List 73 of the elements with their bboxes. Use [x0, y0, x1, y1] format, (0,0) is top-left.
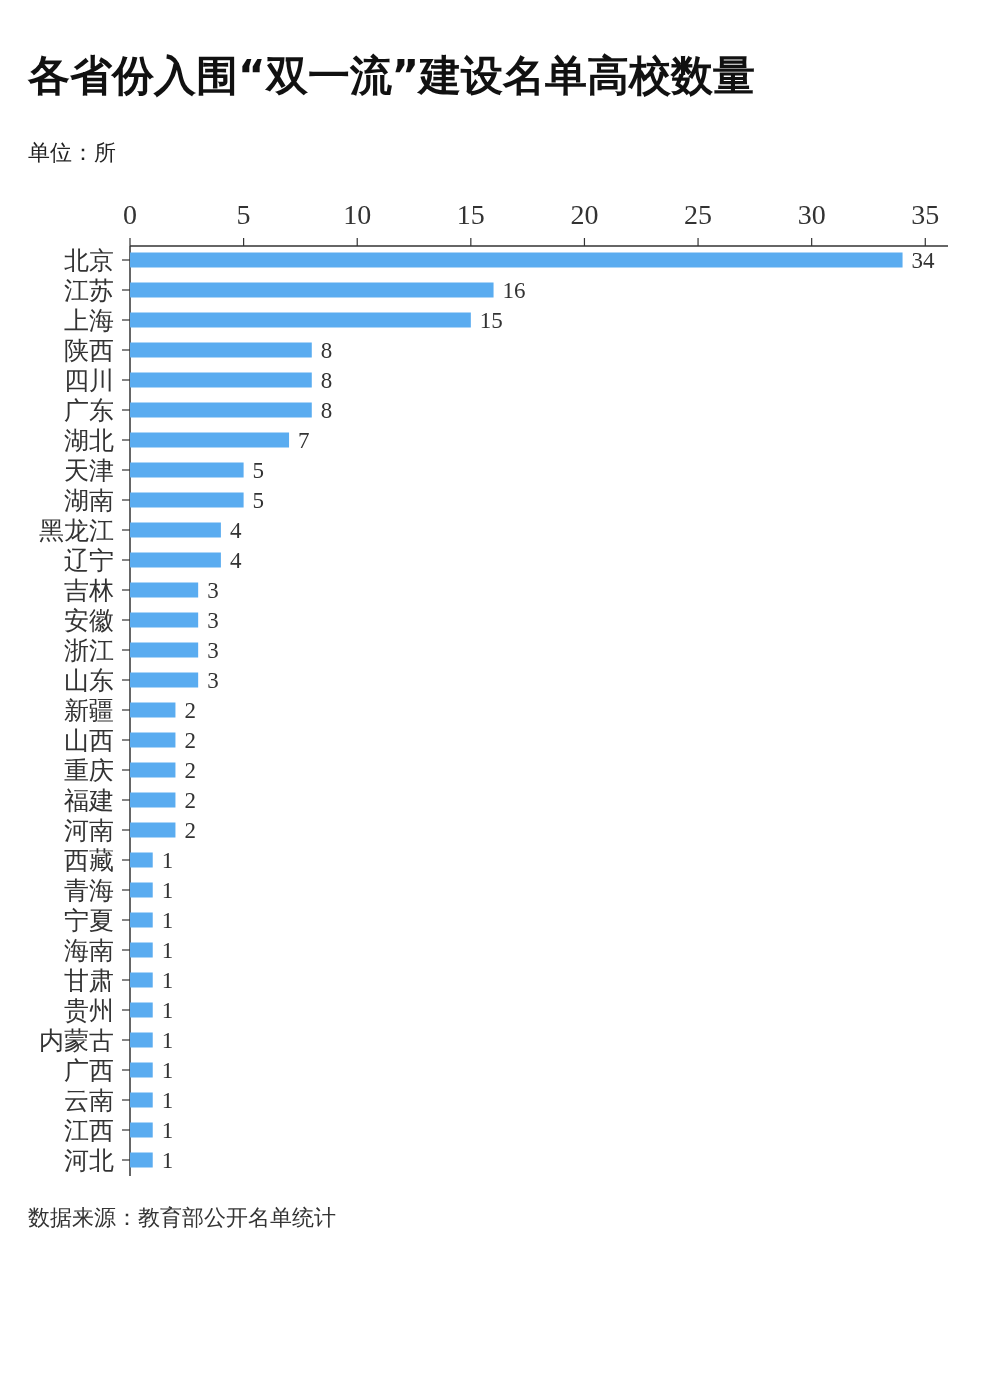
annotation: 数据来源：教育部公开名单统计: [28, 1205, 336, 1230]
title: 各省份入围“双一流”建设名单高校数量: [28, 51, 756, 100]
data-label: 2: [184, 698, 196, 723]
y-tick-label: 河北: [64, 1146, 114, 1175]
data-label: 1: [161, 848, 174, 873]
y-tick-label: 湖北: [64, 426, 114, 455]
x-tick-label: 15: [456, 199, 485, 230]
x-tick-label: 20: [570, 199, 599, 230]
data-label: 7: [298, 428, 310, 453]
subtitle: 单位：所: [28, 140, 116, 165]
data-label: 3: [207, 668, 219, 693]
y-tick-label: 甘肃: [64, 966, 114, 995]
x-tick-label: 30: [797, 199, 826, 230]
y-tick-label: 青海: [64, 876, 114, 905]
data-label: 2: [184, 758, 196, 783]
y-tick-label: 广西: [64, 1056, 114, 1085]
y-tick-label: 海南: [64, 936, 114, 965]
y-tick-label: 河南: [64, 816, 114, 845]
data-label: 1: [161, 908, 174, 933]
data-label: 1: [161, 1058, 174, 1083]
data-label: 1: [161, 998, 174, 1023]
data-label: 5: [252, 488, 265, 513]
data-label: 2: [184, 728, 196, 753]
data-label: 8: [320, 368, 333, 393]
y-tick-label: 内蒙古: [39, 1026, 114, 1055]
y-tick-label: 广东: [64, 396, 114, 425]
data-label: 16: [502, 278, 526, 303]
data-label: 2: [184, 818, 196, 843]
y-tick-label: 浙江: [64, 636, 114, 665]
y-tick-label: 江西: [64, 1116, 114, 1145]
x-tick-label: 10: [343, 199, 372, 230]
y-tick-label: 山西: [64, 726, 114, 755]
data-label: 1: [161, 1118, 174, 1143]
data-label: 8: [320, 398, 333, 423]
y-tick-label: 山东: [64, 666, 114, 695]
y-tick-label: 贵州: [64, 996, 114, 1025]
data-label: 1: [161, 878, 174, 903]
data-label: 3: [207, 608, 219, 633]
y-tick-label: 江苏: [64, 276, 114, 305]
y-tick-label: 福建: [64, 786, 114, 815]
data-label: 1: [161, 968, 174, 993]
data-label: 5: [252, 458, 265, 483]
data-label: 34: [911, 248, 936, 273]
y-tick-label: 北京: [64, 246, 114, 275]
data-label: 1: [161, 1148, 174, 1173]
y-tick-label: 安徽: [64, 606, 114, 635]
y-tick-label: 宁夏: [64, 906, 114, 935]
y-tick-label: 天津: [64, 456, 114, 485]
x-tick-label: 0: [123, 199, 137, 230]
x-tick-label: 35: [911, 199, 940, 230]
data-label: 1: [161, 1028, 174, 1053]
data-label: 8: [320, 338, 333, 363]
y-tick-label: 新疆: [64, 696, 114, 725]
y-tick-label: 四川: [64, 366, 114, 395]
x-tick-label: 25: [684, 199, 713, 230]
data-label: 4: [229, 548, 242, 573]
y-tick-label: 湖南: [64, 486, 114, 515]
y-tick-label: 吉林: [64, 576, 114, 605]
y-tick-label: 陕西: [64, 336, 114, 365]
data-label: 1: [161, 1088, 174, 1113]
y-tick-label: 黑龙江: [39, 516, 114, 545]
data-label: 3: [207, 638, 219, 663]
y-tick-label: 西藏: [64, 846, 114, 875]
data-label: 4: [229, 518, 242, 543]
data-label: 3: [207, 578, 219, 603]
data-label: 1: [161, 938, 174, 963]
data-label: 15: [479, 308, 503, 333]
y-tick-label: 重庆: [64, 756, 114, 785]
y-tick-label: 云南: [64, 1086, 114, 1115]
data-label: 2: [184, 788, 196, 813]
x-tick-label: 5: [236, 199, 251, 230]
y-tick-label: 上海: [64, 306, 114, 335]
y-tick-label: 辽宁: [64, 546, 114, 575]
